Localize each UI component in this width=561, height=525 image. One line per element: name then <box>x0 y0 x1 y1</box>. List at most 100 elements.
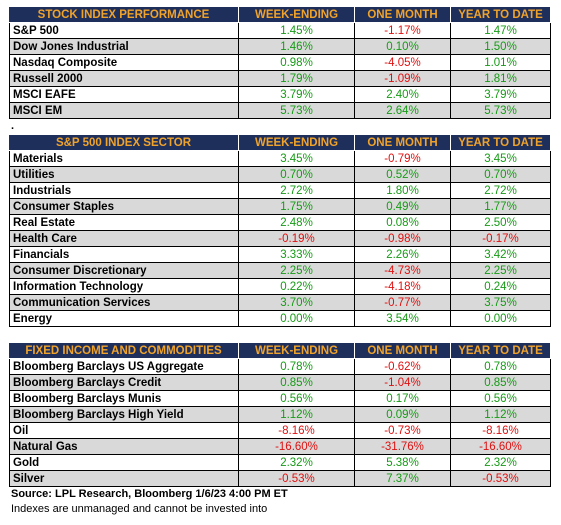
header-cell: WEEK-ENDING <box>239 135 355 151</box>
row-label: Russell 2000 <box>9 71 239 87</box>
value-cell: 0.56% <box>239 391 355 407</box>
row-label: Communication Services <box>9 295 239 311</box>
value-cell: -8.16% <box>239 423 355 439</box>
value-cell: 3.79% <box>451 87 551 103</box>
header-cell: STOCK INDEX PERFORMANCE <box>9 7 239 23</box>
row-label: Industrials <box>9 183 239 199</box>
value-cell: 1.50% <box>451 39 551 55</box>
row-label: Bloomberg Barclays Munis <box>9 391 239 407</box>
value-cell: 0.24% <box>451 279 551 295</box>
header-cell: ONE MONTH <box>355 135 451 151</box>
value-cell: 0.70% <box>451 167 551 183</box>
row-label: Natural Gas <box>9 439 239 455</box>
row-label: MSCI EAFE <box>9 87 239 103</box>
value-cell: 2.48% <box>239 215 355 231</box>
value-cell: 0.78% <box>451 359 551 375</box>
value-cell: 1.12% <box>239 407 355 423</box>
value-cell: -1.17% <box>355 23 451 39</box>
value-cell: -16.60% <box>451 439 551 455</box>
row-label: Materials <box>9 151 239 167</box>
value-cell: 0.52% <box>355 167 451 183</box>
row-label: Consumer Discretionary <box>9 263 239 279</box>
row-label: Bloomberg Barclays US Aggregate <box>9 359 239 375</box>
value-cell: 3.75% <box>451 295 551 311</box>
value-cell: -8.16% <box>451 423 551 439</box>
value-cell: 5.73% <box>239 103 355 119</box>
row-label: Consumer Staples <box>9 199 239 215</box>
header-cell: WEEK-ENDING <box>239 343 355 359</box>
value-cell: -1.04% <box>355 375 451 391</box>
value-cell: 0.09% <box>355 407 451 423</box>
value-cell: 1.80% <box>355 183 451 199</box>
value-cell: 2.32% <box>451 455 551 471</box>
row-label: Financials <box>9 247 239 263</box>
value-cell: -0.53% <box>451 471 551 487</box>
row-label: Utilities <box>9 167 239 183</box>
value-cell: -0.62% <box>355 359 451 375</box>
value-cell: 1.12% <box>451 407 551 423</box>
value-cell: 0.17% <box>355 391 451 407</box>
value-cell: 2.40% <box>355 87 451 103</box>
value-cell: -0.98% <box>355 231 451 247</box>
value-cell: -0.53% <box>239 471 355 487</box>
value-cell: 0.00% <box>239 311 355 327</box>
value-cell: 5.73% <box>451 103 551 119</box>
value-cell: 2.50% <box>451 215 551 231</box>
value-cell: 0.10% <box>355 39 451 55</box>
value-cell: -0.19% <box>239 231 355 247</box>
footnote: Indexes are unmanaged and cannot be inve… <box>11 503 268 515</box>
value-cell: 1.01% <box>451 55 551 71</box>
value-cell: 3.45% <box>239 151 355 167</box>
value-cell: 0.98% <box>239 55 355 71</box>
row-label: Bloomberg Barclays Credit <box>9 375 239 391</box>
separator: . <box>11 120 15 132</box>
value-cell: 3.45% <box>451 151 551 167</box>
value-cell: 0.78% <box>239 359 355 375</box>
row-label: S&P 500 <box>9 23 239 39</box>
value-cell: -0.77% <box>355 295 451 311</box>
header-cell: WEEK-ENDING <box>239 7 355 23</box>
value-cell: 0.56% <box>451 391 551 407</box>
value-cell: -31.76% <box>355 439 451 455</box>
value-cell: 0.08% <box>355 215 451 231</box>
value-cell: 2.25% <box>451 263 551 279</box>
value-cell: 0.85% <box>239 375 355 391</box>
value-cell: 1.81% <box>451 71 551 87</box>
value-cell: 1.45% <box>239 23 355 39</box>
value-cell: -16.60% <box>239 439 355 455</box>
value-cell: 1.46% <box>239 39 355 55</box>
row-label: Nasdaq Composite <box>9 55 239 71</box>
value-cell: 1.75% <box>239 199 355 215</box>
value-cell: 0.70% <box>239 167 355 183</box>
value-cell: 0.00% <box>451 311 551 327</box>
value-cell: 2.32% <box>239 455 355 471</box>
value-cell: 3.33% <box>239 247 355 263</box>
value-cell: -4.73% <box>355 263 451 279</box>
header-cell: ONE MONTH <box>355 7 451 23</box>
row-label: MSCI EM <box>9 103 239 119</box>
header-cell: ONE MONTH <box>355 343 451 359</box>
value-cell: 3.70% <box>239 295 355 311</box>
value-cell: 0.22% <box>239 279 355 295</box>
value-cell: -0.17% <box>451 231 551 247</box>
value-cell: 0.49% <box>355 199 451 215</box>
value-cell: 2.72% <box>239 183 355 199</box>
row-label: Silver <box>9 471 239 487</box>
value-cell: 2.72% <box>451 183 551 199</box>
header-cell: FIXED INCOME AND COMMODITIES <box>9 343 239 359</box>
row-label: Dow Jones Industrial <box>9 39 239 55</box>
value-cell: 3.54% <box>355 311 451 327</box>
row-label: Information Technology <box>9 279 239 295</box>
row-label: Real Estate <box>9 215 239 231</box>
header-cell: YEAR TO DATE <box>451 135 551 151</box>
row-label: Health Care <box>9 231 239 247</box>
value-cell: 2.25% <box>239 263 355 279</box>
value-cell: -0.73% <box>355 423 451 439</box>
value-cell: 1.47% <box>451 23 551 39</box>
value-cell: 3.79% <box>239 87 355 103</box>
value-cell: 0.85% <box>451 375 551 391</box>
value-cell: -4.05% <box>355 55 451 71</box>
header-cell: YEAR TO DATE <box>451 343 551 359</box>
row-label: Oil <box>9 423 239 439</box>
